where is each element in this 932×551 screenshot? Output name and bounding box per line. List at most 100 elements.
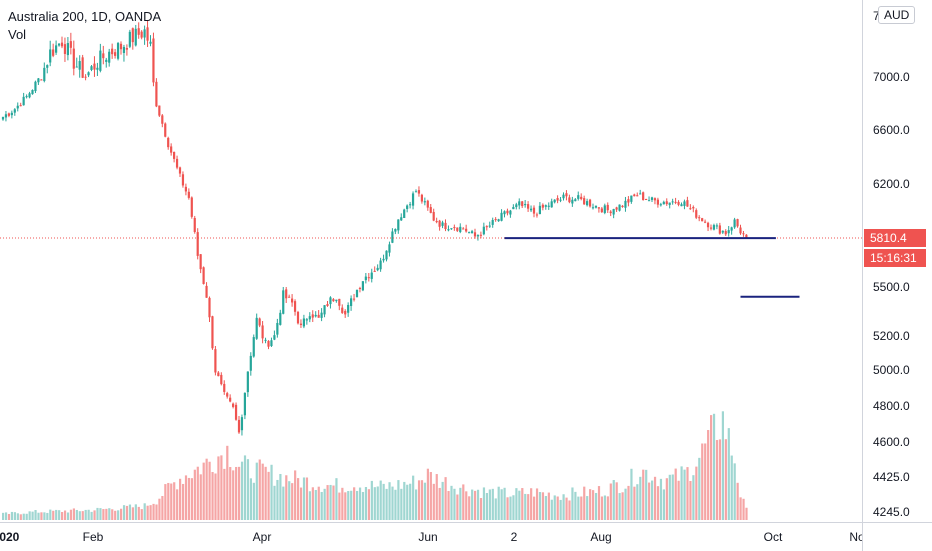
volume-bar: [438, 487, 441, 520]
candle-body: [621, 205, 624, 208]
candle-body: [695, 210, 698, 218]
candle-body: [665, 201, 668, 205]
volume-bar: [267, 471, 270, 520]
volume-bar: [704, 443, 707, 520]
candle-body: [668, 202, 671, 205]
candle-body: [358, 287, 362, 289]
candle-body: [506, 210, 509, 214]
candle-body: [246, 371, 249, 393]
volume-bar: [7, 513, 11, 520]
time-scale[interactable]: 2020 Feb Apr Jun 2 Aug Oct Nov: [0, 522, 862, 551]
candle-body: [491, 219, 494, 225]
candle-body: [311, 314, 314, 318]
volume-bar: [299, 487, 303, 520]
candle-body: [102, 53, 105, 59]
volume-bar: [403, 481, 406, 520]
candle-body: [199, 254, 202, 270]
candle-body: [7, 113, 10, 116]
price-chart[interactable]: [0, 0, 862, 522]
candle-body: [323, 305, 326, 315]
volume-bar: [243, 455, 247, 520]
volume-bar: [680, 466, 683, 520]
symbol-title[interactable]: Australia 200, 1D, OANDA: [8, 9, 162, 24]
candle-body: [435, 220, 438, 223]
candle-body: [727, 230, 730, 234]
candle-body: [261, 325, 264, 339]
candle-body: [624, 200, 627, 208]
volume-bar: [350, 490, 353, 520]
candle-body: [618, 204, 621, 211]
volume-bar: [264, 466, 267, 520]
candle-body: [630, 195, 633, 202]
volume-bar: [282, 486, 285, 520]
volume-bar: [423, 482, 427, 520]
candle-body: [125, 48, 128, 50]
candle-body: [84, 76, 87, 78]
volume-bar: [707, 430, 710, 520]
volume-bar: [683, 469, 686, 520]
volume-bar: [370, 480, 373, 520]
volume-bar: [122, 505, 126, 520]
chart-area[interactable]: Australia 200, 1D, OANDA Vol: [0, 0, 862, 522]
candle-body: [137, 28, 140, 35]
time-tick: 2020: [0, 530, 20, 544]
candle-body: [87, 72, 90, 76]
volume-bar: [409, 483, 412, 520]
candle-body: [335, 299, 338, 302]
time-tick: Apr: [252, 530, 272, 544]
candle-body: [733, 219, 736, 228]
volume-bar: [137, 506, 140, 520]
volume-bar: [344, 492, 347, 520]
volume-bar: [170, 483, 173, 520]
currency-button[interactable]: AUD: [878, 6, 916, 24]
volume-bar: [633, 486, 636, 520]
volume-bar: [400, 488, 403, 520]
volume-bar: [577, 496, 580, 520]
volume-bar: [143, 503, 146, 520]
volume-bar: [639, 476, 642, 520]
candle-body: [105, 59, 108, 62]
volume-bar: [105, 508, 108, 520]
candle-body: [81, 57, 84, 78]
volume-bar: [338, 492, 341, 520]
volume-bar: [698, 457, 701, 520]
volume-bar: [220, 455, 223, 520]
volume-bar: [31, 511, 34, 520]
candle-body: [447, 229, 450, 231]
candle-body: [49, 49, 52, 63]
volume-bar: [291, 483, 294, 520]
volume-label[interactable]: Vol: [8, 27, 27, 42]
candle-body: [409, 204, 412, 206]
volume-bar: [500, 489, 503, 520]
candle-body: [4, 114, 8, 118]
volume-bar: [176, 489, 179, 520]
volume-bar: [527, 494, 530, 520]
volume-bar: [58, 510, 61, 520]
volume-bar: [397, 480, 400, 520]
candle-body: [119, 43, 123, 50]
candle-body: [671, 201, 674, 203]
volume-bar: [258, 459, 261, 520]
drawings[interactable]: [0, 237, 862, 298]
candle-body: [588, 199, 592, 207]
candle-body: [426, 200, 429, 208]
volume-bar: [261, 463, 264, 520]
volume-bar: [671, 474, 674, 520]
candle-body: [276, 322, 279, 335]
candle-body: [574, 199, 577, 202]
candle-body: [178, 167, 182, 174]
candle-body: [600, 208, 603, 213]
volume-bar: [223, 468, 226, 520]
candle-body: [193, 217, 196, 233]
volume-bar: [61, 512, 64, 520]
countdown-label: 15:16:31: [864, 249, 926, 267]
volume-bar: [13, 512, 16, 520]
volume-bar: [733, 463, 736, 520]
candle-body: [175, 158, 179, 168]
candle-body: [500, 212, 503, 221]
volume-bar: [642, 469, 645, 520]
candle-body: [243, 392, 246, 416]
price-scale[interactable]: 7200.07000.06600.06200.05500.05200.05000…: [862, 0, 932, 522]
candle-body: [308, 316, 311, 320]
volume-bar: [297, 478, 300, 520]
